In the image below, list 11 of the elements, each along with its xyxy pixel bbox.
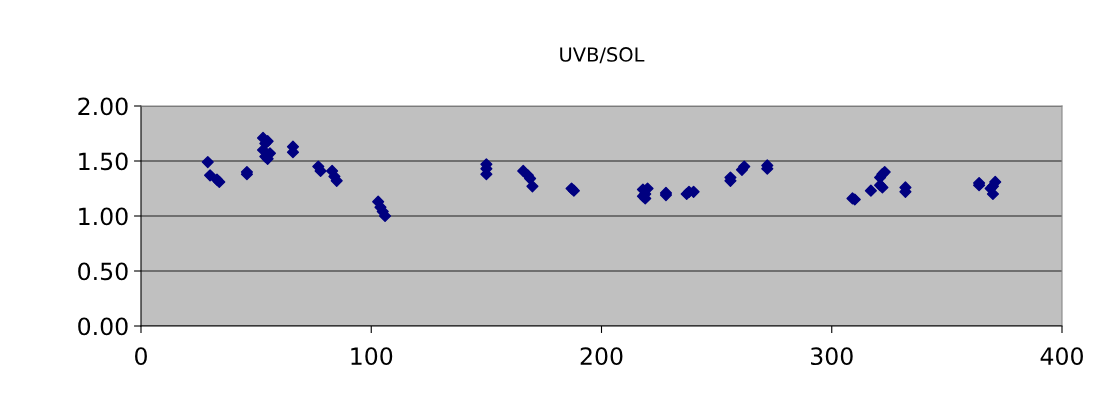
x-tick-label: 400 bbox=[1040, 347, 1083, 366]
y-tick-label: 1.50 bbox=[79, 152, 128, 171]
x-tick-label: 300 bbox=[811, 347, 853, 366]
y-tick-label: 0.50 bbox=[78, 262, 128, 281]
chart-title: UVB/SOL bbox=[560, 47, 645, 64]
y-tick-label: 2.00 bbox=[78, 97, 128, 116]
x-tick-label: 0 bbox=[135, 347, 147, 366]
y-tick-label: 0.00 bbox=[78, 317, 128, 336]
y-tick-label: 1.00 bbox=[79, 207, 128, 226]
x-tick-label: 200 bbox=[580, 347, 623, 366]
x-tick-label: 100 bbox=[351, 347, 393, 366]
